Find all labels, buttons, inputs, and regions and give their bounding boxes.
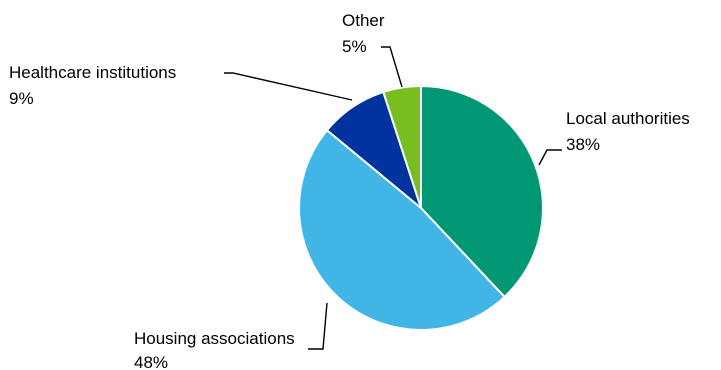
slice-value-other: 5% — [342, 37, 367, 56]
slice-label-local-authorities: Local authorities — [566, 109, 690, 128]
slice-value-healthcare-institutions: 9% — [9, 89, 34, 108]
leader-line-local-authorities — [538, 149, 562, 166]
pie-slice-housing-associations — [298, 129, 506, 331]
pie-slice-local-authorities — [420, 85, 544, 298]
slice-value-local-authorities: 38% — [566, 135, 600, 154]
slice-label-other: Other — [342, 11, 385, 30]
leader-line-housing-associations — [308, 302, 328, 350]
slice-value-housing-associations: 48% — [134, 353, 168, 370]
leader-lines — [224, 46, 562, 350]
pie-slices — [298, 85, 544, 331]
slice-label-housing-associations: Housing associations — [134, 329, 295, 348]
leader-line-healthcare-institutions — [224, 72, 353, 101]
slice-label-healthcare-institutions: Healthcare institutions — [9, 63, 176, 82]
pie-slice-other — [382, 85, 422, 209]
leader-line-other — [381, 46, 403, 88]
